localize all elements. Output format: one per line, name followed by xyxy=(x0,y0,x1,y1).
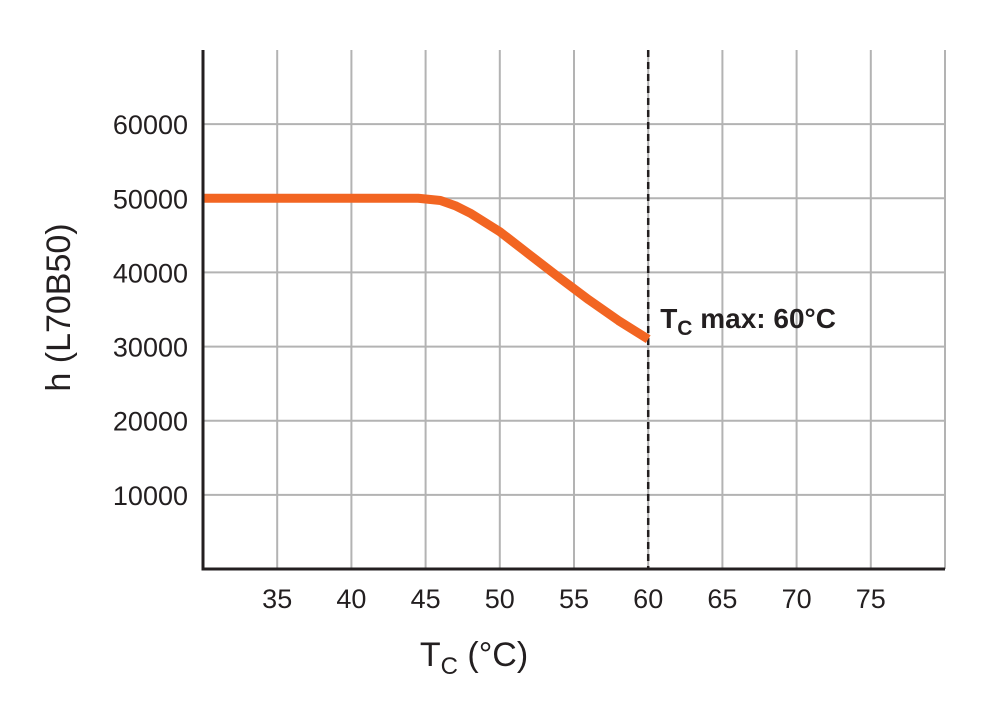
x-axis-title-unit: (°C) xyxy=(458,636,528,674)
y-tick-label: 40000 xyxy=(113,258,188,288)
tc-max-annotation-main: T xyxy=(660,303,677,334)
x-tick-label: 55 xyxy=(559,584,589,614)
x-tick-label: 35 xyxy=(262,584,292,614)
x-tick-label: 65 xyxy=(707,584,737,614)
y-tick-label: 30000 xyxy=(113,333,188,363)
x-tick-label: 50 xyxy=(485,584,515,614)
series-line xyxy=(203,193,651,343)
x-axis-title-main: T xyxy=(420,636,441,674)
tc-max-annotation: TC max: 60°C xyxy=(660,303,836,340)
x-axis-title-sub: C xyxy=(441,653,458,680)
x-tick-label: 45 xyxy=(411,584,441,614)
y-tick-label: 50000 xyxy=(113,184,188,214)
x-tick-label: 70 xyxy=(782,584,812,614)
y-tick-label: 60000 xyxy=(113,110,188,140)
x-axis-title: TC (°C) xyxy=(420,636,528,680)
x-tick-labels: 35 40 45 50 55 60 65 70 75 xyxy=(262,584,886,614)
x-tick-label: 75 xyxy=(856,584,886,614)
y-axis-title: h (L70B50) xyxy=(40,223,78,391)
y-tick-label: 20000 xyxy=(113,407,188,437)
x-tick-label: 60 xyxy=(633,584,663,614)
y-tick-label: 10000 xyxy=(113,481,188,511)
tc-max-annotation-rest: max: 60°C xyxy=(692,303,836,334)
tc-max-annotation-sub: C xyxy=(677,317,692,340)
x-tick-label: 40 xyxy=(336,584,366,614)
y-tick-labels: 10000 20000 30000 40000 50000 60000 xyxy=(113,110,188,511)
series-group xyxy=(203,193,651,343)
axes xyxy=(201,50,945,571)
